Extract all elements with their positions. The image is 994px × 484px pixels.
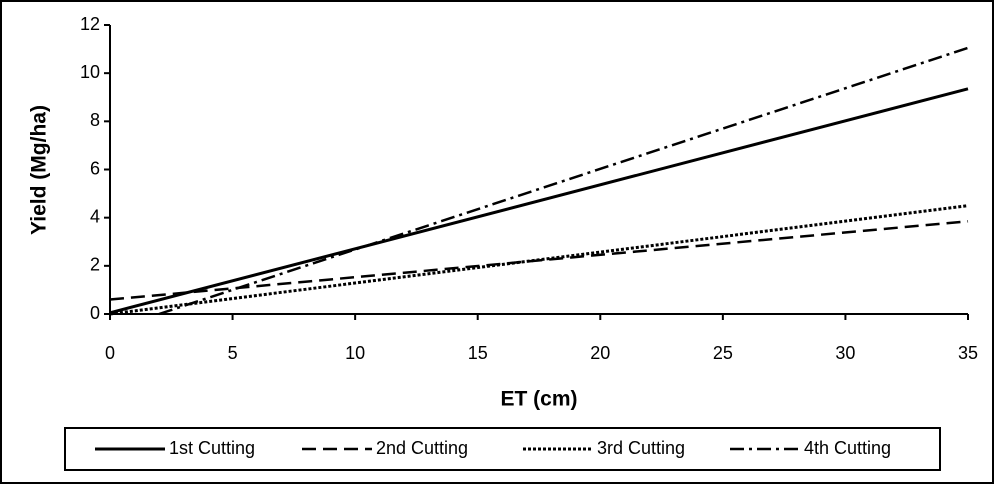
y-tick-label: 4	[90, 206, 100, 226]
legend-label: 3rd Cutting	[597, 438, 685, 458]
x-tick-label: 20	[590, 343, 610, 363]
y-tick-label: 10	[80, 62, 100, 82]
x-tick-label: 25	[713, 343, 733, 363]
x-tick-label: 35	[958, 343, 978, 363]
series-line	[158, 46, 969, 316]
y-tick-label: 8	[90, 110, 100, 130]
legend-label: 4th Cutting	[804, 438, 891, 458]
x-tick-label: 15	[468, 343, 488, 363]
y-tick-label: 6	[90, 158, 100, 178]
x-tick-label: 5	[228, 343, 238, 363]
x-tick-label: 30	[835, 343, 855, 363]
legend-label: 2nd Cutting	[376, 438, 468, 458]
y-tick-label: 12	[80, 14, 100, 34]
x-tick-label: 10	[345, 343, 365, 363]
x-tick-label: 0	[105, 343, 115, 363]
legend-label: 1st Cutting	[169, 438, 255, 458]
y-axis-title: Yield (Mg/ha)	[28, 105, 51, 235]
series-line	[109, 87, 969, 315]
x-axis-title: ET (cm)	[500, 388, 577, 411]
y-tick-label: 0	[90, 303, 100, 323]
y-tick-label: 2	[90, 255, 100, 275]
series-line	[109, 204, 969, 316]
